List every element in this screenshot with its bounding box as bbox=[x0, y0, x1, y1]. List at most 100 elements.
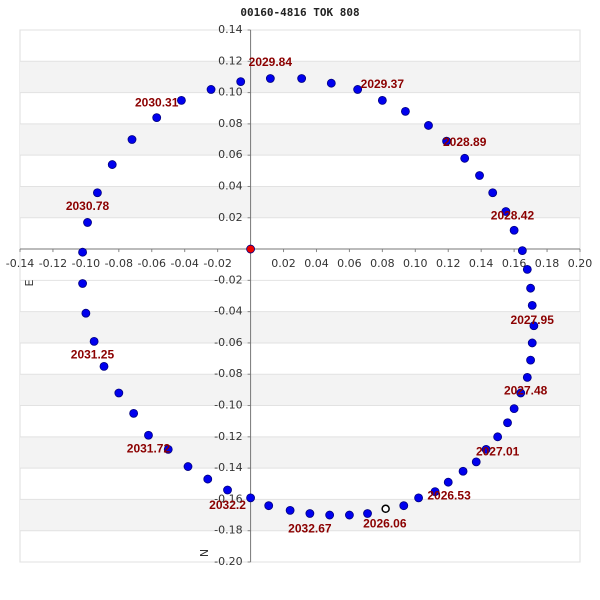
point bbox=[529, 321, 539, 331]
y-tick-label: -0.08 bbox=[214, 367, 242, 380]
point bbox=[114, 388, 124, 398]
grid-band bbox=[20, 186, 580, 218]
point bbox=[163, 444, 173, 454]
x-tick-label: 0.12 bbox=[436, 257, 461, 270]
y-tick-label: -0.02 bbox=[214, 273, 242, 286]
point bbox=[414, 493, 423, 503]
grid-band bbox=[20, 499, 580, 531]
point bbox=[522, 372, 532, 382]
y-tick-label: 0.10 bbox=[218, 86, 243, 99]
y-tick-label: 0.08 bbox=[218, 117, 243, 130]
point bbox=[522, 264, 532, 274]
x-tick-label: 0.02 bbox=[271, 257, 296, 270]
point bbox=[353, 85, 363, 94]
point bbox=[527, 338, 537, 348]
point bbox=[265, 74, 275, 83]
grid-band bbox=[20, 311, 580, 343]
x-tick-label: 0.06 bbox=[337, 257, 362, 270]
point bbox=[377, 96, 387, 105]
point bbox=[203, 474, 213, 484]
point bbox=[305, 509, 315, 518]
y-tick-label: 0.06 bbox=[218, 148, 243, 161]
y-tick-label: -0.04 bbox=[214, 305, 242, 318]
point bbox=[81, 308, 91, 318]
point bbox=[223, 485, 232, 495]
y-tick-label: -0.14 bbox=[214, 461, 242, 474]
point bbox=[363, 509, 372, 518]
point bbox=[129, 408, 139, 418]
point bbox=[152, 113, 162, 123]
point bbox=[458, 466, 468, 476]
point bbox=[401, 106, 410, 116]
x-tick-label: -0.10 bbox=[72, 257, 100, 270]
y-tick-label: 0.14 bbox=[218, 23, 243, 36]
point bbox=[399, 501, 409, 511]
x-tick-label: 0.20 bbox=[568, 257, 593, 270]
point bbox=[475, 171, 484, 180]
point bbox=[345, 510, 354, 520]
point bbox=[443, 477, 453, 487]
point bbox=[264, 501, 274, 511]
y-tick-label: -0.10 bbox=[214, 399, 242, 412]
point bbox=[526, 283, 535, 293]
y-tick-label: -0.20 bbox=[214, 555, 242, 568]
point bbox=[206, 85, 216, 94]
point bbox=[488, 188, 498, 198]
annotation: 2032.2 bbox=[209, 498, 246, 512]
point bbox=[460, 153, 470, 163]
point bbox=[381, 504, 390, 514]
x-tick-label: -0.08 bbox=[105, 257, 133, 270]
x-tick-label: -0.12 bbox=[39, 257, 67, 270]
annotation: 2031.25 bbox=[71, 348, 115, 362]
point bbox=[509, 404, 519, 414]
plot-area bbox=[19, 29, 581, 563]
y-tick-label: -0.18 bbox=[214, 524, 242, 537]
x-tick-label: 0.04 bbox=[304, 257, 329, 270]
point bbox=[326, 78, 336, 88]
x-tick-label: -0.06 bbox=[138, 257, 166, 270]
x-tick-label: 0.18 bbox=[535, 257, 560, 270]
annotation: 2032.67 bbox=[288, 521, 332, 535]
point bbox=[503, 418, 512, 428]
annotation: 2031.72 bbox=[127, 442, 171, 456]
point bbox=[517, 246, 527, 256]
point bbox=[99, 362, 109, 371]
point bbox=[93, 188, 102, 198]
x-tick-label: -0.04 bbox=[170, 257, 198, 270]
annotation: 2027.95 bbox=[511, 313, 555, 327]
annotation: 2029.37 bbox=[361, 77, 405, 91]
point bbox=[481, 444, 491, 454]
point bbox=[527, 300, 537, 310]
point bbox=[526, 355, 535, 365]
point bbox=[501, 207, 511, 216]
chart-title: 00160-4816 TOK 808 bbox=[240, 6, 359, 19]
point bbox=[493, 432, 503, 442]
point bbox=[297, 74, 307, 83]
point bbox=[78, 279, 87, 288]
annotation: 2027.48 bbox=[504, 384, 548, 398]
point bbox=[89, 336, 99, 346]
point bbox=[516, 388, 526, 398]
y-tick-label: 0.02 bbox=[218, 211, 243, 224]
annotation: 2026.53 bbox=[427, 488, 471, 502]
point bbox=[430, 487, 440, 496]
annotation: 2030.78 bbox=[66, 199, 110, 213]
grid-band bbox=[20, 374, 580, 406]
annotation: 2026.06 bbox=[363, 517, 407, 531]
point bbox=[183, 462, 193, 471]
point bbox=[325, 510, 335, 520]
point bbox=[83, 218, 92, 227]
x-tick-label: 0.08 bbox=[370, 257, 395, 270]
point bbox=[246, 244, 255, 254]
annotation: 2030.31 bbox=[135, 96, 179, 110]
point bbox=[442, 136, 451, 146]
y-tick-label: 0.12 bbox=[218, 54, 243, 67]
y-tick-label: 0.04 bbox=[218, 179, 243, 192]
point bbox=[236, 77, 246, 87]
point bbox=[509, 225, 519, 235]
x-tick-label: 0.14 bbox=[469, 257, 494, 270]
point bbox=[424, 121, 433, 130]
x-tick-label: -0.02 bbox=[203, 257, 231, 270]
